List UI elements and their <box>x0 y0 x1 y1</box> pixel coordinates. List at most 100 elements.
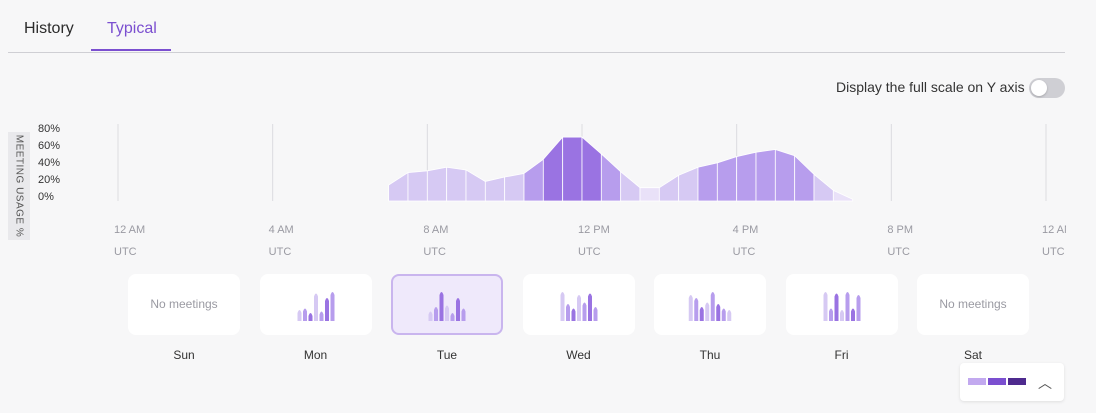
usage-segment <box>639 187 660 202</box>
day-label: Mon <box>303 348 328 362</box>
chevron-up-icon: ︿ <box>1038 375 1052 391</box>
day-card-mon[interactable] <box>259 274 372 335</box>
no-meetings-text: No meetings <box>939 297 1007 311</box>
sparkline-bar <box>319 311 323 321</box>
day-card-sun[interactable]: No meetings <box>128 274 240 335</box>
usage-segment <box>658 174 680 202</box>
day-sparkline <box>560 292 597 321</box>
usage-segment <box>465 169 486 202</box>
day-label: Fri <box>834 348 849 362</box>
sparkline-bar <box>450 313 455 321</box>
x-tick-label: 8 PM UTC <box>887 219 913 263</box>
usage-segment <box>755 149 776 202</box>
day-label: Thu <box>699 348 721 362</box>
day-label: Tue <box>436 348 458 362</box>
x-tick-timezone: UTC <box>268 246 292 258</box>
legend-swatch <box>968 378 986 385</box>
usage-segment <box>504 173 525 202</box>
sparkline-bar <box>823 292 827 321</box>
x-tick-label: 12 AM UTC <box>114 219 145 263</box>
sparkline-bar <box>456 298 460 321</box>
usage-segment <box>446 166 467 202</box>
x-tick-label: 4 PM UTC <box>733 219 759 263</box>
usage-segment <box>620 170 641 202</box>
tab-bar: History Typical <box>8 0 1065 53</box>
full-scale-label: Display the full scale on Y axis <box>836 79 1025 95</box>
day-label: Sat <box>963 348 982 362</box>
y-tick-label: 0% <box>38 191 54 203</box>
sparkline-bar <box>302 308 307 321</box>
sparkline-bar <box>721 308 726 321</box>
usage-chart <box>117 124 1047 202</box>
sparkline-bar <box>445 305 449 321</box>
usage-segment <box>716 156 738 202</box>
sparkline-bar <box>308 313 312 321</box>
day-card-tue[interactable] <box>391 274 503 335</box>
usage-segment <box>523 158 544 202</box>
x-tick-time: 12 PM <box>578 224 610 236</box>
usage-segment <box>794 154 815 202</box>
sparkline-bar <box>313 293 318 321</box>
sparkline-bar <box>705 302 710 321</box>
day-card-fri[interactable] <box>785 274 898 335</box>
day-sparkline <box>823 292 860 321</box>
usage-segment <box>736 151 757 202</box>
usage-segment <box>562 136 583 202</box>
x-tick-time: 8 AM <box>423 224 449 236</box>
toggle-knob <box>1031 80 1047 96</box>
sparkline-bar <box>560 292 564 321</box>
usage-segment <box>600 153 622 202</box>
x-tick-label: 12 PM UTC <box>578 219 610 263</box>
x-tick-label: 12 AM UTC <box>1042 219 1066 263</box>
sparkline-bar <box>727 310 732 321</box>
tab-history[interactable]: History <box>24 20 74 37</box>
y-tick-label: 20% <box>38 174 61 186</box>
legend-swatch <box>1008 378 1026 385</box>
usage-segment <box>542 136 564 202</box>
x-tick-timezone: UTC <box>423 246 446 258</box>
sparkline-bar <box>297 310 301 321</box>
y-axis-title: MEETING USAGE % <box>8 132 30 240</box>
sparkline-bar <box>587 293 592 321</box>
x-tick-timezone: UTC <box>578 246 601 258</box>
sparkline-bar <box>439 292 444 321</box>
sparkline-bar <box>694 298 699 321</box>
sparkline-bar <box>850 308 855 321</box>
full-scale-toggle[interactable] <box>1029 78 1065 98</box>
sparkline-bar <box>565 304 570 321</box>
usage-segment <box>484 176 506 202</box>
tab-typical[interactable]: Typical <box>107 20 157 37</box>
day-sparkline <box>428 292 466 321</box>
sparkline-bar <box>576 295 581 321</box>
sparkline-bar <box>845 292 849 321</box>
legend-toggle[interactable]: ︿ <box>960 363 1064 401</box>
x-tick-time: 8 PM <box>887 224 914 236</box>
legend-swatch <box>988 378 1006 385</box>
y-tick-label: 80% <box>38 123 61 135</box>
sparkline-bar <box>428 311 433 321</box>
usage-segment <box>697 162 718 202</box>
sparkline-bar <box>699 307 704 321</box>
day-sparkline <box>688 292 732 321</box>
day-label: Wed <box>566 348 591 362</box>
y-tick-label: 60% <box>38 140 61 152</box>
usage-segment <box>832 189 854 202</box>
active-tab-underline <box>91 49 171 51</box>
no-meetings-text: No meetings <box>150 297 218 311</box>
day-card-thu[interactable] <box>654 274 766 335</box>
sparkline-bar <box>839 310 844 321</box>
day-sparkline <box>297 292 334 321</box>
sparkline-bar <box>856 295 860 321</box>
day-card-wed[interactable] <box>522 274 635 335</box>
sparkline-bar <box>434 307 438 321</box>
sparkline-bar <box>330 292 334 321</box>
x-tick-label: 4 AM UTC <box>269 219 294 263</box>
day-card-sat[interactable]: No meetings <box>917 274 1029 335</box>
x-tick-label: 8 AM UTC <box>423 219 448 263</box>
sparkline-bar <box>593 307 597 321</box>
sparkline-bar <box>688 295 693 321</box>
sparkline-bar <box>710 292 715 321</box>
x-tick-timezone: UTC <box>732 246 756 258</box>
usage-segment <box>581 136 602 202</box>
usage-segment <box>774 148 796 202</box>
